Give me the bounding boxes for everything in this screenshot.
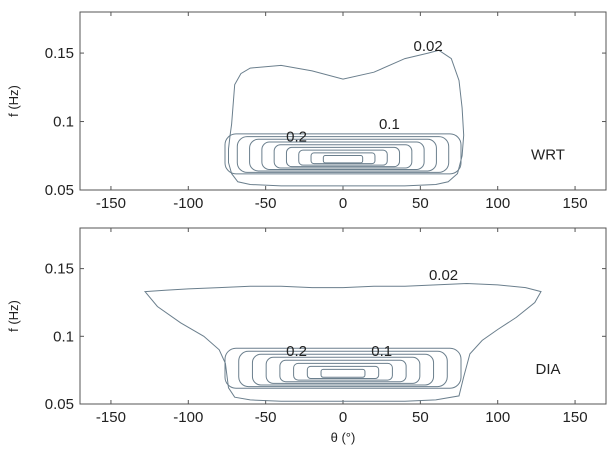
x-tick-label: 100 <box>485 195 510 212</box>
contour-0.3 <box>251 353 435 386</box>
y-tick-label: 0.05 <box>45 182 74 199</box>
x-tick-label: 100 <box>485 409 510 426</box>
x-tick-label: -50 <box>255 195 277 212</box>
panel-label: WRT <box>531 147 565 164</box>
panel-label: DIA <box>535 361 560 378</box>
contour-0.5 <box>273 144 413 169</box>
x-tick-label: 150 <box>563 195 588 212</box>
panel-1: -150 -100 -50 0 50 100 150 0.05 0.1 0.15 f (Hz) θ (… <box>6 227 607 445</box>
contour-0.8 <box>320 368 366 378</box>
contour-label: 0.1 <box>371 343 392 360</box>
contour-label: 0.2 <box>286 128 307 145</box>
x-tick-label: 0 <box>339 409 347 426</box>
y-tick-label: 0.1 <box>53 328 74 345</box>
contour-0.9 <box>322 155 364 164</box>
x-tick-label: 0 <box>339 195 347 212</box>
contour-0.4 <box>265 356 421 384</box>
contour-0.2 <box>236 136 450 173</box>
contour-0.7 <box>298 149 388 166</box>
y-tick-label: 0.15 <box>45 45 74 62</box>
contour-0.7 <box>306 365 380 379</box>
y-tick-label: 0.05 <box>45 396 74 413</box>
contour-label: 0.1 <box>379 116 400 133</box>
x-tick-label: -150 <box>96 409 126 426</box>
contour-0.1 <box>224 347 462 389</box>
contour-label: 0.02 <box>429 267 458 284</box>
y-axis-label: f (Hz) <box>6 85 21 117</box>
contour-0.6 <box>285 146 401 168</box>
contour-0.4 <box>261 141 425 171</box>
contour-0.5 <box>279 359 407 383</box>
x-tick-label: -100 <box>173 195 203 212</box>
contour-0.02 <box>228 49 465 187</box>
contour-0.6 <box>293 362 393 381</box>
contour-0.3 <box>249 138 437 172</box>
y-tick-label: 0.15 <box>45 261 74 278</box>
y-axis-label: f (Hz) <box>6 300 21 332</box>
x-tick-label: 50 <box>412 195 429 212</box>
x-tick-label: -50 <box>255 409 277 426</box>
x-tick-label: 50 <box>412 409 429 426</box>
y-tick-label: 0.1 <box>53 114 74 131</box>
contour-0.1 <box>224 133 462 175</box>
x-axis-label: θ (°) <box>331 430 356 445</box>
contour-label: 0.02 <box>413 38 442 55</box>
contour-0.02 <box>143 282 542 402</box>
x-tick-label: -100 <box>173 409 203 426</box>
contour-0.2 <box>238 350 448 388</box>
panel-0: -150 -100 -50 0 50 100 150 0.05 0.1 0.15 f (Hz) 0.0… <box>6 11 607 212</box>
contour-0.8 <box>310 152 376 165</box>
x-tick-label: -150 <box>96 195 126 212</box>
contour-label: 0.2 <box>286 343 307 360</box>
x-tick-label: 150 <box>563 409 588 426</box>
